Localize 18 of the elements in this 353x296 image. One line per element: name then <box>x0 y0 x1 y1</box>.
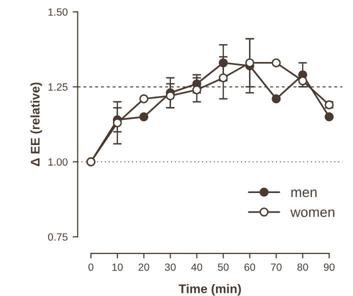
y-tick-label: 0.75 <box>48 233 68 241</box>
x-tick-label: 50 <box>218 263 229 271</box>
x-axis-title: Time (min) <box>178 284 241 296</box>
y-tick-label: 1.50 <box>48 8 68 16</box>
x-tick-label: 90 <box>324 263 335 271</box>
y-tick-label: 1.00 <box>48 158 68 166</box>
x-tick-label: 0 <box>88 263 94 271</box>
y-tick-label: 1.25 <box>48 83 68 91</box>
legend-label: men <box>291 190 317 198</box>
x-tick-label: 10 <box>112 263 123 271</box>
x-tick-label: 70 <box>270 263 282 271</box>
x-tick-label: 20 <box>138 263 150 271</box>
x-tick-label: 40 <box>191 263 202 271</box>
y-axis-title: Δ EE (relative) <box>30 82 42 166</box>
x-tick-label: 30 <box>164 263 176 271</box>
x-tick-label: 60 <box>244 263 256 271</box>
legend-label: women <box>290 209 334 218</box>
x-tick-label: 80 <box>297 263 308 271</box>
